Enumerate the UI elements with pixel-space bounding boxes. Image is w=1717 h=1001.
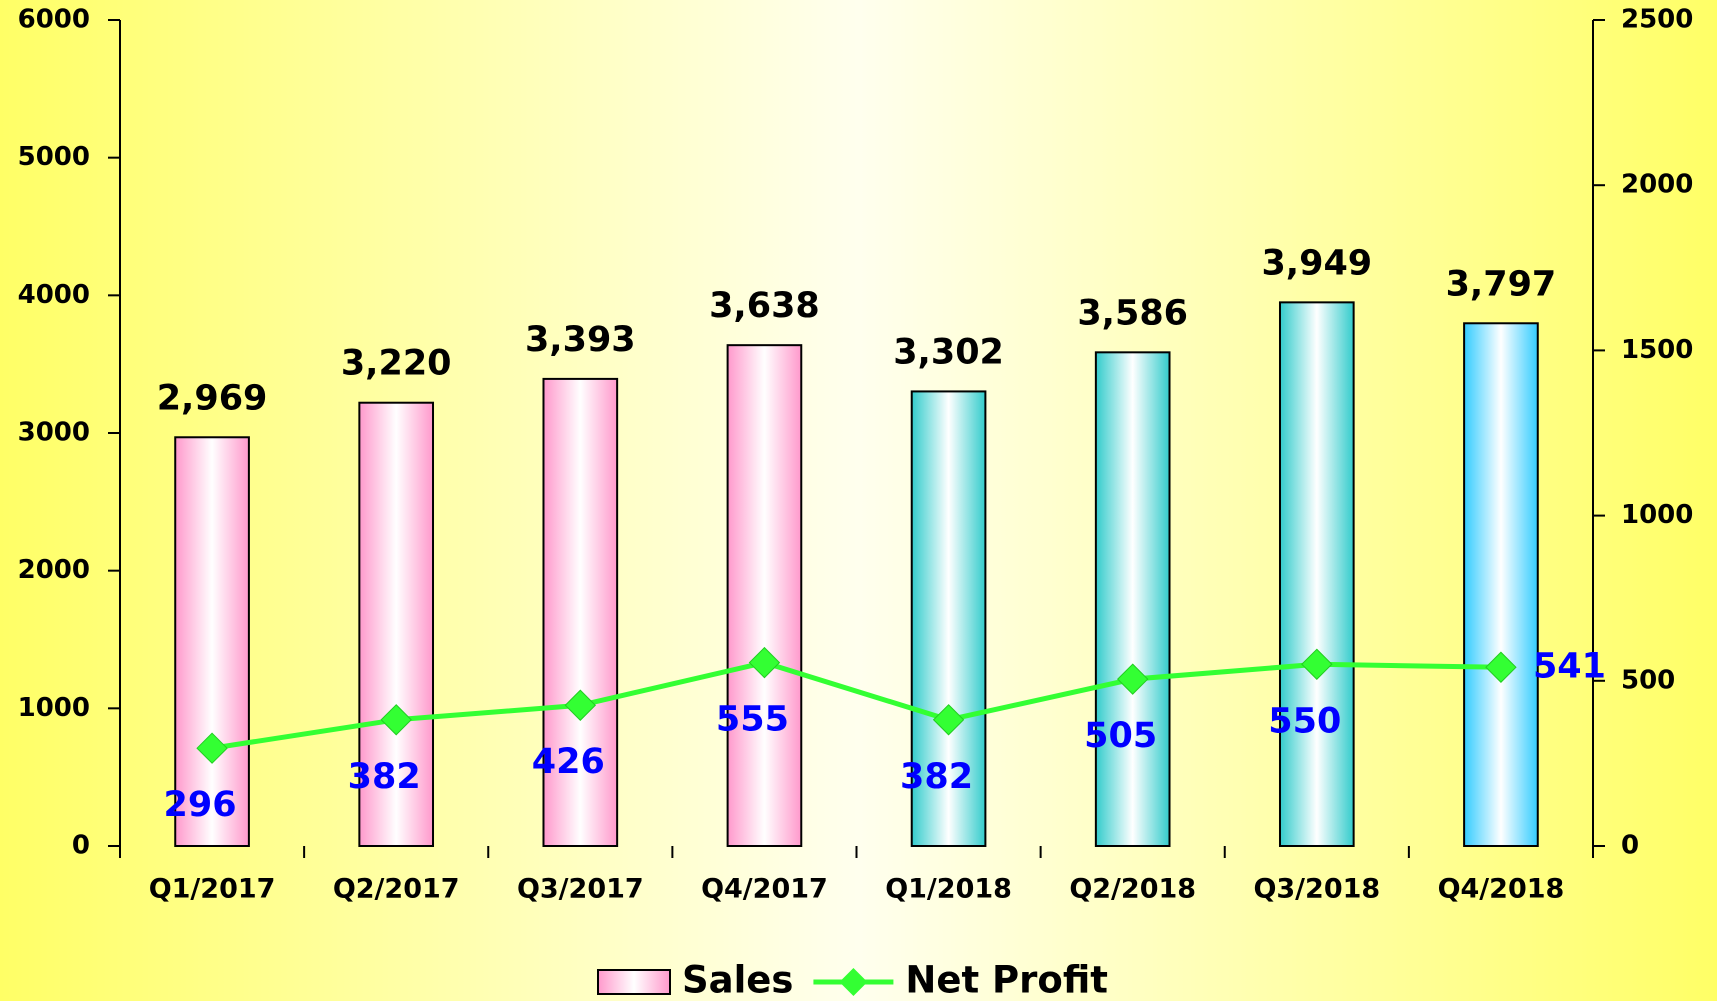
legend-label: Sales [682,959,793,1001]
line-value-label: 550 [1268,701,1341,741]
bar-value-label: 2,969 [157,378,268,418]
x-tick-label: Q4/2017 [701,874,828,905]
bar [174,436,250,847]
line-marker [564,689,597,721]
bar-value-label: 3,797 [1446,264,1557,304]
y2-tick-label: 500 [1621,665,1675,695]
line-marker [196,732,228,764]
bar-value-label: 3,302 [893,332,1004,372]
y2-tick-label: 2000 [1621,170,1693,200]
x-tick-label: Q2/2017 [333,874,460,905]
line-value-label: 555 [716,700,789,740]
bar [358,401,435,847]
x-tick-label: Q1/2017 [149,874,276,905]
bar-value-label: 3,638 [709,286,820,326]
line-marker [748,646,781,679]
bar [910,390,987,847]
line [211,660,1501,751]
line-marker [380,704,412,736]
line-value-label: 505 [1084,716,1157,756]
bar-value-label: 3,393 [525,320,636,360]
bar-value-label: 3,949 [1261,243,1372,283]
line-value-label: 382 [900,757,973,797]
x-tick-label: Q1/2018 [885,874,1012,905]
bar [726,344,803,847]
line-value-label: 382 [348,757,421,797]
legend-swatch [597,969,671,995]
x-tick-label: Q4/2018 [1438,874,1565,905]
bar-value-label: 3,220 [341,344,452,384]
line-marker [932,704,965,736]
x-tick-label: Q2/2018 [1069,874,1196,905]
line-value-label: 426 [532,742,605,782]
y-tick-label: 3000 [18,418,90,448]
y2-tick-label: 1500 [1621,335,1693,365]
line-value-label: 296 [164,785,237,825]
y-tick-label: 1000 [18,693,90,723]
line-marker [1485,651,1517,683]
bar [542,377,619,847]
bar [1463,322,1539,847]
y2-tick-label: 0 [1621,831,1639,861]
bar-value-label: 3,586 [1077,293,1188,333]
legend-marker [839,968,868,996]
legend-label: Net Profit [905,959,1108,1001]
y-tick-label: 0 [72,831,90,861]
y-tick-label: 5000 [18,142,90,172]
y2-tick-label: 1000 [1621,500,1693,530]
y-tick-label: 4000 [18,280,90,310]
x-tick-label: Q3/2017 [517,874,644,905]
x-tick-label: Q3/2018 [1253,874,1380,905]
y-tick-label: 2000 [18,555,90,585]
line-value-label: 541 [1533,646,1606,686]
line-marker [1116,663,1149,695]
y2-tick-label: 2500 [1621,5,1693,35]
line-marker [1301,648,1333,680]
bar [1094,351,1171,847]
bar [1278,301,1355,848]
y-tick-label: 6000 [18,5,90,35]
